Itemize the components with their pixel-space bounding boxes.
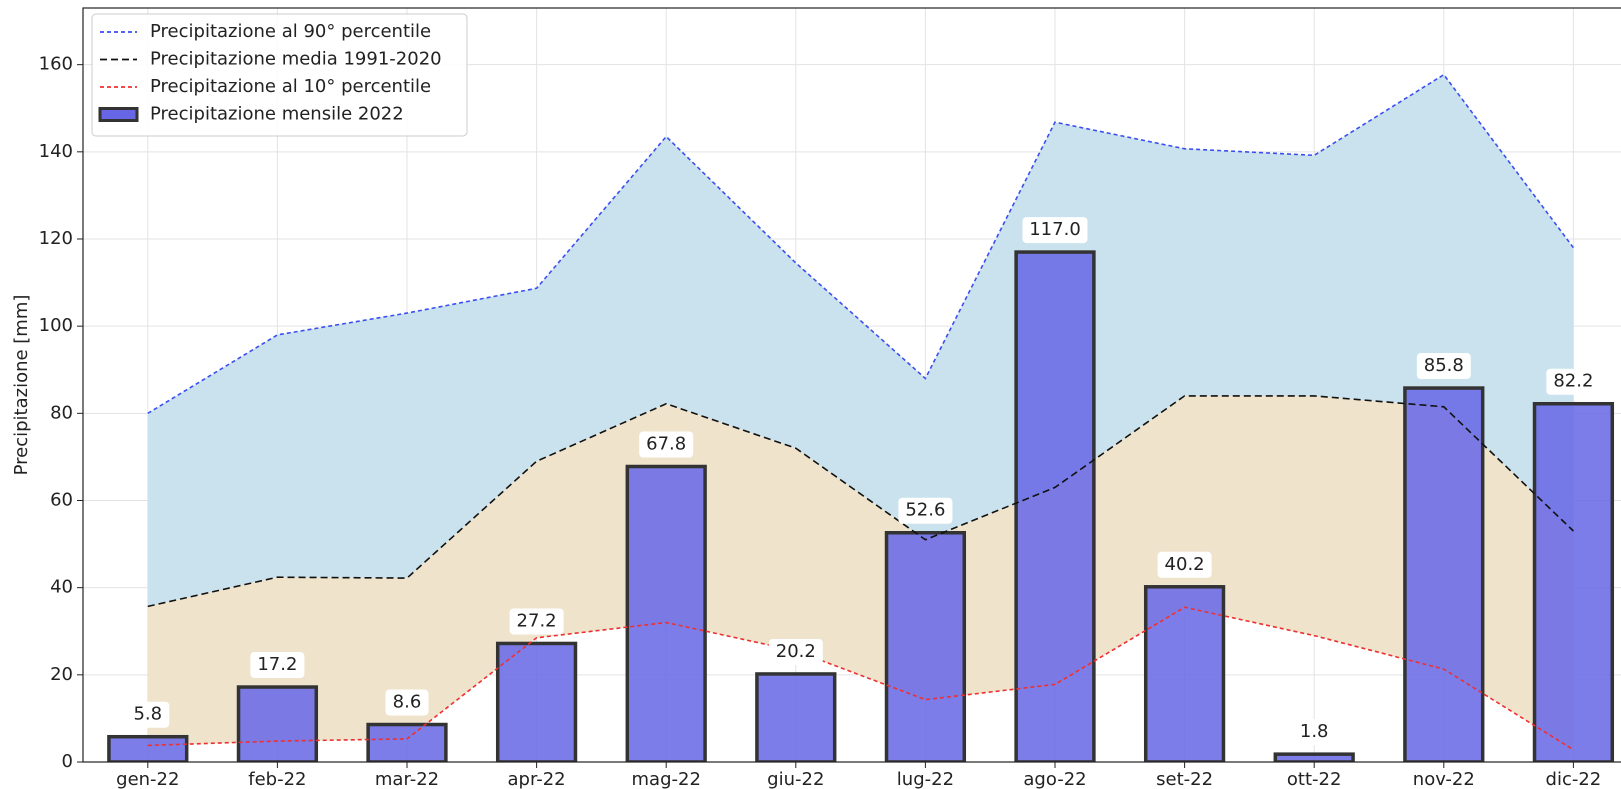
label-box (639, 431, 694, 458)
bar (1143, 585, 1226, 762)
bar (625, 464, 707, 762)
legend-label: Precipitazione media 1991-2020 (150, 49, 442, 70)
value-label: 40.2 (1165, 554, 1205, 575)
y-tick-label: 80 (50, 402, 73, 423)
label-box (898, 497, 953, 524)
y-tick-label: 20 (50, 664, 73, 685)
x-tick-label: ott-22 (1287, 769, 1342, 789)
bar (1403, 386, 1485, 762)
axes-frame (82, 7, 1621, 763)
y-tick-label: 160 (39, 54, 73, 75)
label-box (385, 689, 429, 716)
bar (366, 722, 448, 762)
bar (884, 530, 967, 762)
legend-label: Precipitazione mensile 2022 (150, 104, 404, 125)
label-box (1157, 551, 1212, 578)
bar (1273, 752, 1355, 762)
y-tick-label: 0 (62, 751, 73, 772)
legend-label: Precipitazione al 90° percentile (150, 21, 431, 42)
x-tick-label: dic-22 (1546, 769, 1602, 789)
label-box (1022, 217, 1088, 244)
label-box (768, 638, 823, 665)
value-label: 5.8 (133, 704, 162, 725)
x-tick-label: lug-22 (897, 769, 954, 789)
label-box (1546, 368, 1601, 395)
line (147, 606, 1574, 751)
label-box (1292, 719, 1336, 746)
bar (107, 734, 189, 762)
line (147, 395, 1574, 608)
value-label: 85.8 (1424, 355, 1464, 376)
x-tick-label: mar-22 (375, 769, 439, 789)
bar (236, 685, 319, 762)
x-tick-label: ago-22 (1023, 769, 1086, 789)
y-tick-label: 140 (39, 141, 73, 162)
label-box (509, 608, 564, 635)
label-box (250, 652, 305, 679)
x-tick-label: set-22 (1156, 769, 1213, 789)
x-tick-label: gen-22 (116, 769, 179, 789)
x-tick-label: feb-22 (248, 769, 306, 789)
plot-area: 5.8 17.2 8.6 27.2 67.8 20.2 52.6 117.0 40.2 1.8 85… (83, 8, 1621, 762)
value-label: 20.2 (776, 641, 816, 662)
value-label: 67.8 (646, 434, 686, 455)
y-axis-label: Precipitazione [mm] (11, 295, 32, 476)
x-tick-label: nov-22 (1413, 769, 1475, 789)
label-box (1416, 353, 1471, 380)
x-tick-label: apr-22 (508, 769, 566, 789)
label-box (126, 701, 170, 728)
bar (1014, 250, 1096, 762)
legend-label: Precipitazione al 10° percentile (150, 76, 431, 97)
y-tick-label: 120 (39, 228, 73, 249)
value-label: 8.6 (393, 692, 422, 713)
bar (1532, 401, 1615, 762)
y-tick-label: 100 (39, 315, 73, 336)
value-label: 17.2 (257, 654, 297, 675)
band-area (147, 74, 1574, 607)
line (147, 73, 1575, 415)
value-label: 1.8 (1300, 721, 1329, 742)
x-tick-label: mag-22 (632, 769, 701, 789)
value-label: 52.6 (905, 500, 945, 521)
value-label: 27.2 (517, 610, 557, 631)
x-tick-label: giu-22 (767, 769, 824, 789)
legend-swatch (98, 107, 139, 122)
y-tick-label: 40 (50, 577, 73, 598)
value-label: 117.0 (1029, 219, 1081, 240)
value-label: 82.2 (1553, 371, 1593, 392)
y-tick-label: 60 (50, 489, 73, 510)
bar (495, 641, 578, 762)
legend-box (91, 13, 468, 137)
bar (755, 672, 837, 762)
